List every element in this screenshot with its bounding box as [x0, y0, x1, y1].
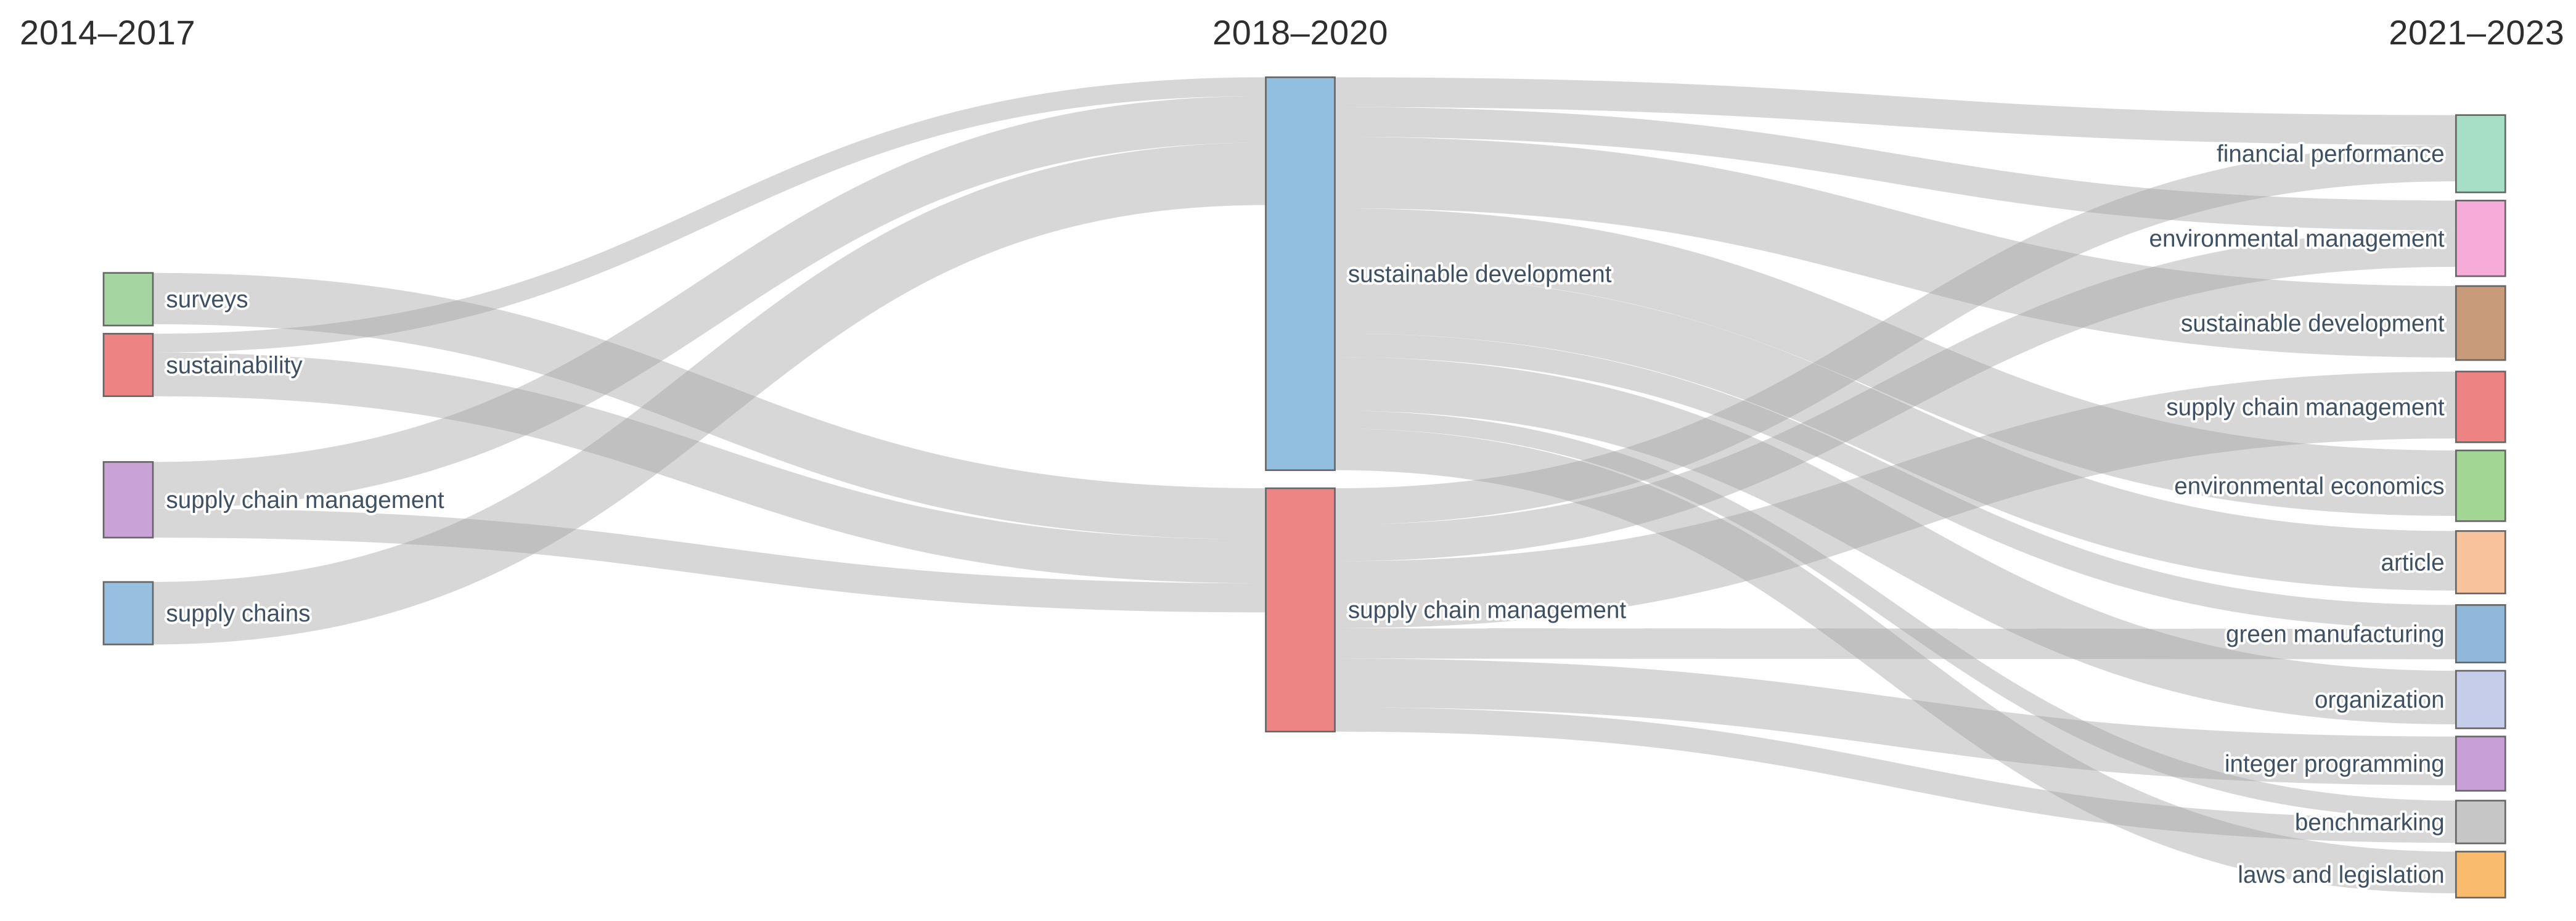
sankey-link-m-scm-r-em[interactable]	[1335, 230, 2456, 562]
sankey-link-l-sust-m-sd[interactable]	[153, 77, 1266, 353]
node-label-r-ip: integer programming	[2225, 751, 2445, 777]
node-label-r-gm: green manufacturing	[2226, 621, 2445, 647]
period-title-2018-2020: 2018–2020	[1212, 13, 1388, 52]
sankey-link-m-sd-r-em[interactable]	[1335, 107, 2456, 231]
period-title-2014-2017: 2014–2017	[20, 13, 195, 52]
sankey-link-m-scm-r-bench[interactable]	[1335, 707, 2456, 843]
node-label-l-scm: supply chain management	[166, 487, 444, 514]
sankey-link-m-scm-r-fp[interactable]	[1335, 144, 2456, 525]
sankey-node-l-sust[interactable]	[102, 333, 154, 398]
sankey-node-m-sd[interactable]	[1265, 76, 1336, 472]
sankey-link-l-scm-m-scm[interactable]	[153, 508, 1266, 613]
node-label-m-sd: sustainable development	[1348, 261, 1612, 287]
sankey-node-r-em[interactable]	[2455, 200, 2506, 277]
sankey-node-l-surveys[interactable]	[102, 272, 154, 327]
sankey-link-m-sd-r-art[interactable]	[1335, 274, 2456, 591]
sankey-node-r-scm[interactable]	[2455, 370, 2506, 443]
node-label-l-chains: supply chains	[166, 600, 310, 627]
node-label-r-art: article	[2381, 549, 2445, 576]
sankey-link-m-sd-r-fp[interactable]	[1335, 77, 2456, 145]
sankey-link-m-scm-r-scm[interactable]	[1335, 371, 2456, 629]
sankey-nodes-layer	[102, 76, 2506, 899]
sankey-node-r-gm[interactable]	[2455, 604, 2506, 664]
node-label-r-em: environmental management	[2149, 226, 2444, 252]
sankey-node-r-sd[interactable]	[2455, 285, 2506, 361]
sankey-node-r-fp[interactable]	[2455, 114, 2506, 194]
sankey-node-r-art[interactable]	[2455, 530, 2506, 595]
sankey-link-m-sd-r-ee[interactable]	[1335, 208, 2456, 516]
sankey-link-l-chains-m-sd[interactable]	[152, 142, 1266, 645]
node-label-r-fp: financial performance	[2217, 141, 2445, 168]
sankey-node-m-scm[interactable]	[1265, 487, 1336, 733]
node-label-r-scm: supply chain management	[2166, 394, 2445, 420]
sankey-links-layer	[152, 77, 2456, 893]
node-label-r-laws: laws and legislation	[2238, 862, 2444, 888]
sankey-node-r-ee[interactable]	[2455, 449, 2506, 522]
node-label-r-ee: environmental economics	[2174, 473, 2444, 499]
node-label-l-sust: sustainability	[166, 352, 303, 379]
sankey-node-l-chains[interactable]	[102, 581, 154, 645]
sankey-link-m-sd-r-laws[interactable]	[1335, 428, 2456, 893]
sankey-node-r-laws[interactable]	[2455, 851, 2506, 899]
period-title-2021-2023: 2021–2023	[2389, 13, 2564, 52]
sankey-link-m-scm-r-ip[interactable]	[1335, 658, 2456, 785]
sankey-link-l-scm-m-sd[interactable]	[153, 96, 1266, 509]
sankey-link-m-sd-r-org[interactable]	[1335, 357, 2456, 725]
node-label-m-scm: supply chain management	[1348, 597, 1627, 624]
sankey-node-r-org[interactable]	[2455, 669, 2506, 729]
sankey-node-r-bench[interactable]	[2455, 800, 2506, 845]
node-label-r-org: organization	[2315, 687, 2445, 713]
node-label-r-sd: sustainable development	[2181, 310, 2445, 337]
sankey-labels-layer: surveys sustainability supply chain manage…	[163, 139, 2447, 891]
sankey-link-l-sust-m-scm[interactable]	[153, 352, 1266, 584]
sankey-link-m-sd-r-gm[interactable]	[1335, 333, 2456, 629]
sankey-link-l-surveys-m-scm[interactable]	[153, 272, 1266, 540]
sankey-link-m-sd-r-bench[interactable]	[1335, 411, 2456, 819]
node-label-l-surveys: surveys	[166, 287, 248, 313]
sankey-link-m-sd-r-sd[interactable]	[1335, 136, 2456, 358]
node-label-r-bench: benchmarking	[2295, 809, 2445, 836]
period-titles: 2014–2017 2018–2020 2021–2023	[20, 13, 2564, 52]
sankey-node-r-ip[interactable]	[2455, 735, 2506, 792]
sankey-node-l-scm[interactable]	[102, 461, 154, 539]
